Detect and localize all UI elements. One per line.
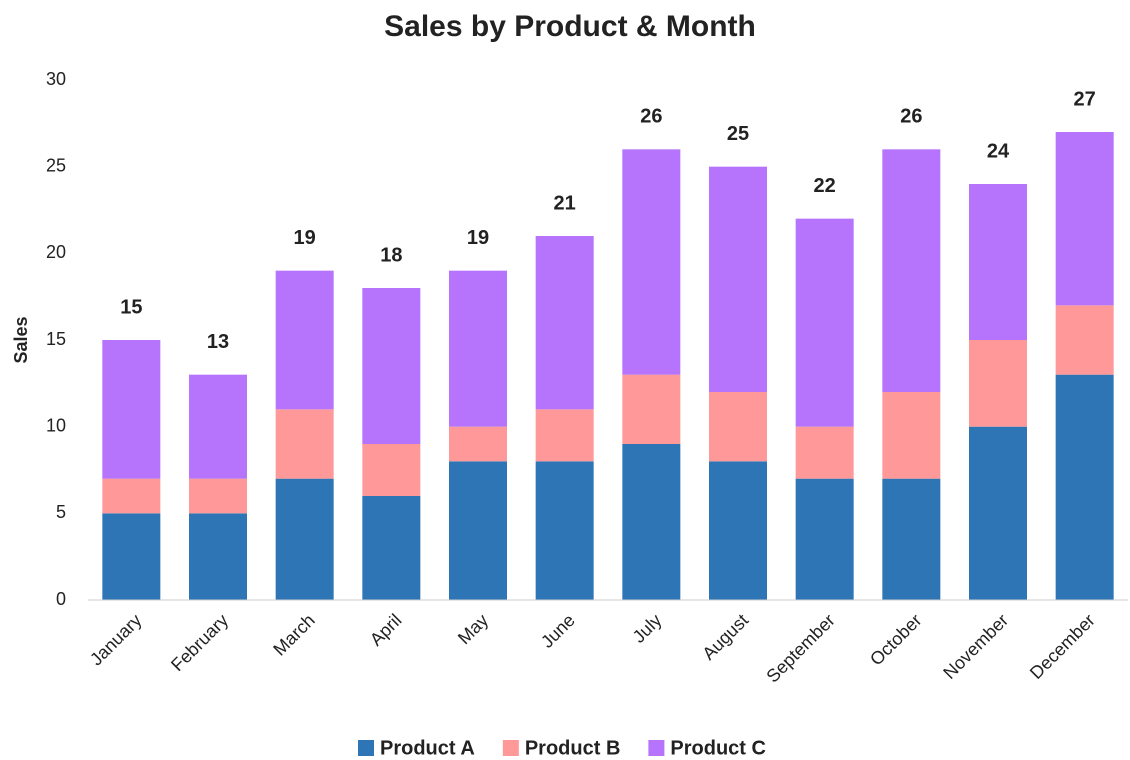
legend-label: Product A [380,737,475,759]
bar-segment [275,478,334,600]
bar-segment [275,409,334,479]
y-tick-label: 5 [56,502,66,522]
bar-segment [102,340,161,479]
bar-segment [535,236,594,410]
bar-segment [882,478,941,600]
y-axis-label: Sales [11,316,31,363]
total-label: 26 [900,106,922,128]
bar-segment [362,288,421,444]
bar-segment [1055,374,1114,600]
total-label: 21 [554,192,576,214]
bar-segment [102,513,161,600]
bar-segment [275,270,334,410]
y-tick-label: 10 [46,415,66,435]
total-label: 25 [727,123,749,145]
bar-segment [189,513,247,600]
bar-segment [449,426,507,462]
total-label: 24 [987,140,1010,162]
x-tick-label: June [537,610,579,652]
x-tick-label: March [269,610,319,660]
x-tick-label: August [698,610,752,664]
bar-segment [362,444,421,496]
x-tick-label: January [86,610,145,669]
total-label: 26 [640,106,662,128]
total-label: 15 [120,296,142,318]
y-tick-label: 25 [46,155,66,175]
bar-segment [622,374,681,444]
x-tick-label: July [629,610,666,647]
legend-label: Product C [670,737,766,759]
y-tick-label: 20 [46,242,66,262]
x-tick-label: December [1026,610,1099,683]
bar-segment [709,166,767,392]
x-tick-label: November [939,610,1012,683]
bar-segment [189,478,247,514]
bar-segment [969,184,1027,340]
legend-label: Product B [525,737,621,759]
bar-segment [449,270,507,427]
y-tick-label: 0 [56,589,66,609]
total-label: 18 [380,244,402,266]
total-label: 13 [207,331,229,353]
total-label: 27 [1074,88,1096,110]
bar-segment [969,426,1027,600]
x-tick-label: October [866,610,925,669]
y-tick-label: 30 [46,69,66,89]
bar-segment [969,340,1027,427]
total-label: 19 [294,227,316,249]
total-label: 22 [814,175,836,197]
x-tick-label: February [167,610,232,675]
bar-segment [622,149,681,375]
bar-segment [535,461,594,600]
bar-segment [795,478,854,600]
bar-segment [795,218,854,427]
bar-segment [795,426,854,479]
total-label: 19 [467,227,489,249]
legend-swatch [648,740,665,756]
y-tick-label: 15 [46,329,66,349]
x-tick-label: April [366,610,406,650]
x-tick-label: May [454,610,492,648]
bar-segment [535,409,594,462]
bar-segment [882,392,941,479]
bar-segment [882,149,941,392]
legend-swatch [502,740,519,756]
chart-title: Sales by Product & Month [384,10,756,43]
bar-segment [622,444,681,600]
bar-segment [189,374,247,479]
x-tick-label: September [762,610,838,686]
bar-segment [709,392,767,462]
bar-segment [102,478,161,514]
bar-segment [1055,305,1114,375]
bar-segment [1055,132,1114,306]
bar-segment [709,461,767,600]
legend-swatch [358,740,374,756]
bar-segment [362,496,421,600]
bar-segment [449,461,507,600]
